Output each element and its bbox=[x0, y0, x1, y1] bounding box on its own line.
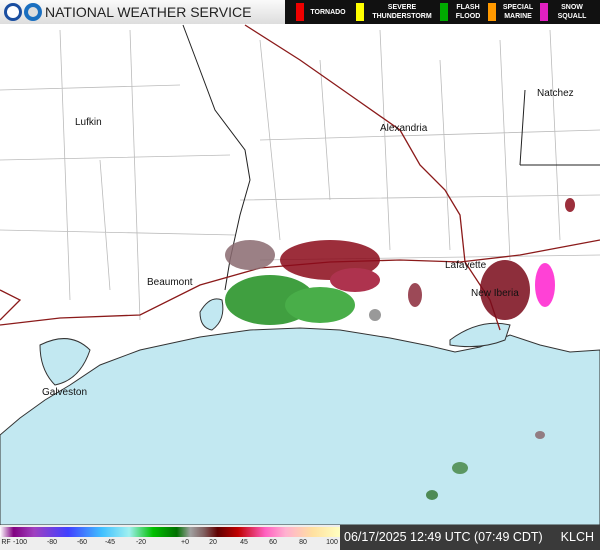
scale-label: -45 bbox=[104, 539, 116, 546]
city-label: Lafayette bbox=[445, 260, 487, 271]
city-label: Galveston bbox=[42, 387, 87, 398]
gulf bbox=[0, 327, 600, 525]
warning-label: SEVERE THUNDERSTORM bbox=[372, 4, 432, 20]
header: NATIONAL WEATHER SERVICE bbox=[0, 0, 285, 24]
city-label: Lufkin bbox=[75, 117, 102, 128]
warning-swatch bbox=[540, 3, 548, 21]
city-label: New Iberia bbox=[471, 288, 519, 299]
warning-label: FLASH FLOOD bbox=[455, 4, 481, 20]
scale-label: 100 bbox=[326, 539, 338, 546]
scale-label: 80 bbox=[299, 539, 307, 546]
scale-label: 45 bbox=[240, 539, 248, 546]
header-title: NATIONAL WEATHER SERVICE bbox=[45, 4, 252, 20]
scale-label: RF bbox=[1, 539, 11, 546]
lake bbox=[199, 298, 224, 331]
logos bbox=[4, 3, 42, 21]
city-label: Natchez bbox=[537, 88, 574, 99]
color-scale: RF -100 -80 -60 -45 -20 +0 20 45 60 80 100 bbox=[0, 525, 340, 550]
footer: 06/17/2025 12:49 UTC (07:49 CDT) KLCH bbox=[340, 525, 600, 550]
warning-label: SPECIAL MARINE bbox=[502, 4, 534, 20]
station: KLCH bbox=[560, 530, 594, 544]
radar-echoes bbox=[225, 198, 575, 500]
bay bbox=[449, 322, 511, 348]
scale-label: -80 bbox=[46, 539, 58, 546]
color-gradient bbox=[0, 527, 340, 537]
bay bbox=[39, 338, 91, 386]
scale-label: 20 bbox=[209, 539, 217, 546]
timestamp: 06/17/2025 12:49 UTC (07:49 CDT) bbox=[344, 530, 543, 544]
warning-swatch bbox=[296, 3, 304, 21]
city-label: Alexandria bbox=[380, 123, 428, 134]
warning-label: SNOW SQUALL bbox=[557, 4, 587, 20]
warning-swatch bbox=[440, 3, 448, 21]
city-label: Beaumont bbox=[147, 277, 193, 288]
warning-swatch bbox=[488, 3, 496, 21]
scale-label: -60 bbox=[76, 539, 88, 546]
warning-swatch bbox=[356, 3, 364, 21]
map: Lufkin Alexandria Natchez Beaumont Lafay… bbox=[0, 24, 600, 525]
scale-label: -20 bbox=[135, 539, 147, 546]
state-line bbox=[519, 89, 600, 166]
county-lines bbox=[0, 29, 600, 321]
scale-label: +0 bbox=[181, 539, 189, 546]
scale-label: -100 bbox=[12, 539, 28, 546]
scale-label: 60 bbox=[269, 539, 277, 546]
warning-legend: TORNADO SEVERE THUNDERSTORM FLASH FLOOD SPE… bbox=[285, 0, 600, 24]
warning-label: TORNADO bbox=[310, 9, 346, 16]
